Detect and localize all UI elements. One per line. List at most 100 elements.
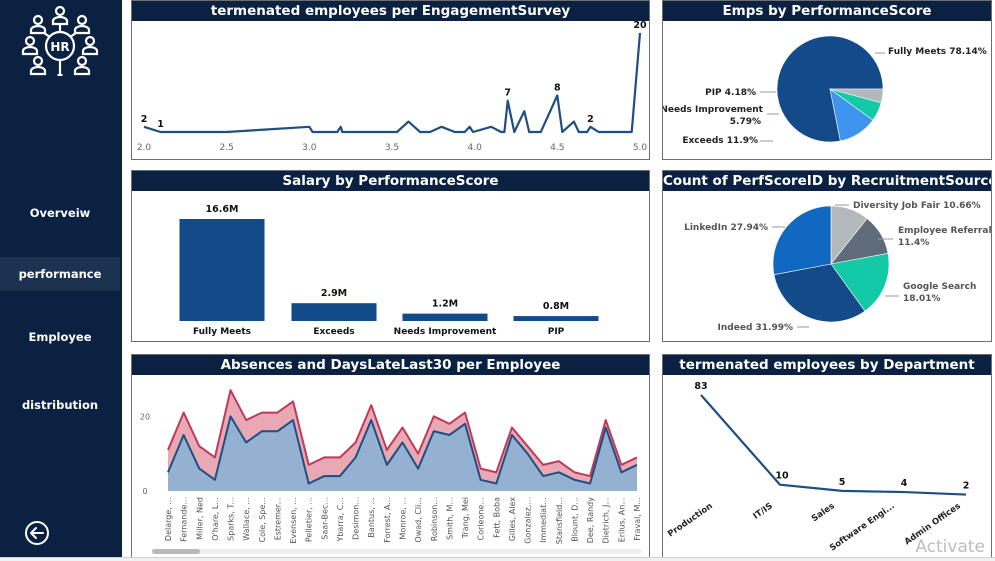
x-category-label: Software Engi...: [828, 501, 897, 553]
data-label: 20: [633, 21, 647, 31]
y-tick-label: 20: [140, 412, 150, 421]
x-category-label: Evensen, ...: [289, 497, 298, 544]
x-tick-label: 2.0: [137, 143, 152, 153]
recruit-pie-slice: [772, 205, 832, 276]
x-category-label: Production: [666, 501, 715, 539]
x-category-label: Blount, D...: [570, 497, 579, 542]
pie-data-label: Indeed 31.99%: [718, 323, 793, 333]
data-label: 2: [141, 114, 148, 125]
x-category-label: Fraval, M...: [633, 497, 642, 541]
x-category-label: Robinson...: [430, 497, 439, 541]
pie-label-line: LinkedIn 27.94%: [684, 223, 768, 233]
x-category-label: Dietrich, J...: [602, 497, 611, 544]
x-category-label: Dee, Randy: [586, 497, 595, 544]
salary-bar: [513, 316, 599, 321]
perf-pie-title: Emps by PerformanceScore: [663, 1, 991, 21]
perf-pie-panel: Emps by PerformanceScore Fully Meets 78.…: [662, 0, 992, 160]
back-arrow-circle-icon[interactable]: [24, 520, 50, 546]
dept-series-line: [700, 394, 967, 496]
x-category-label: Corleone...: [477, 497, 486, 540]
perf-pie-slice: [829, 88, 884, 104]
recruit-pie-panel: Count of PerfScoreID by RecruitmentSourc…: [662, 170, 992, 342]
nav-performance[interactable]: performance: [0, 257, 120, 291]
dayslate-series-line: [167, 389, 638, 478]
x-category-label: Wallace, ...: [242, 497, 251, 541]
data-label: 5: [839, 477, 846, 488]
pie-data-label: PIP 4.18%: [705, 88, 756, 98]
pie-data-label: LinkedIn 27.94%: [684, 223, 768, 233]
absences-area-panel: Absences and DaysLateLast30 per Employee…: [131, 354, 650, 558]
x-tick-label: 5.0: [633, 143, 648, 153]
recruit-pie-slice: [773, 263, 866, 323]
nav-distribution[interactable]: distribution: [21, 398, 99, 412]
x-category-label: Sparks, T...: [227, 497, 236, 541]
x-category-label: Forrest, A...: [383, 497, 392, 543]
dept-line-panel: termenated employees by Department 83 10 5…: [662, 354, 992, 558]
dept-line-title: termenated employees by Department: [663, 355, 991, 375]
pie-label-line: 5.79%: [730, 117, 761, 127]
x-category-label: Fett, Boba: [492, 497, 501, 538]
x-category-label: Cole, Spe...: [258, 497, 267, 542]
sidebar: HR Overveiw performance Employee distrib…: [0, 0, 122, 557]
activate-watermark: Activate: [915, 537, 985, 557]
x-category-label: Delarge, ...: [164, 497, 173, 541]
x-tick-label: 3.5: [385, 143, 399, 153]
x-category-label: Desimon...: [352, 497, 361, 540]
x-category-label: Monroe, ...: [399, 497, 408, 540]
data-label: 83: [694, 381, 707, 392]
hr-logo-icon: HR: [20, 2, 100, 80]
nav-overview[interactable]: Overveiw: [29, 206, 91, 220]
bar-category-label: PIP: [548, 327, 565, 337]
nav-employee[interactable]: Employee: [28, 330, 92, 344]
data-label: 8: [554, 83, 561, 94]
salary-bar-chart: 16.6M Fully Meets 2.9M Exceeds 1.2M Needs Imp…: [179, 204, 599, 337]
x-category-label: Saar-Bec...: [320, 497, 329, 540]
data-label: 4: [901, 478, 908, 489]
data-label: 1: [157, 119, 164, 130]
salary-bar-panel: Salary by PerformanceScore 16.6M Fully Me…: [131, 170, 650, 342]
pie-label-line: 11.4%: [898, 238, 929, 248]
absences-area-title: Absences and DaysLateLast30 per Employee: [132, 355, 649, 375]
pie-data-label: Google Search 18.01%: [903, 282, 976, 304]
x-category-label: Stansfield...: [555, 497, 564, 544]
bar-value-label: 0.8M: [543, 301, 569, 312]
data-label: 7: [504, 88, 511, 99]
y-tick-label: 0: [142, 487, 147, 496]
recruit-pie-chart: Diversity Job Fair 10.66% Employee Referr…: [684, 201, 991, 333]
x-category-label: IT/IS: [751, 501, 774, 521]
logo-text: HR: [50, 40, 69, 54]
salary-bar: [291, 303, 377, 321]
recruit-pie-title: Count of PerfScoreID by RecruitmentSourc…: [663, 171, 991, 191]
engagement-chart-title: termenated employees per EngagementSurve…: [132, 1, 649, 21]
x-category-label: Gonzalez,...: [524, 497, 533, 544]
bar-value-label: 1.2M: [432, 299, 458, 310]
x-category-label: Gilles, Alex: [508, 497, 517, 542]
bottom-page-strip: [0, 557, 995, 561]
x-category-label: Immediat...: [539, 497, 548, 543]
bar-category-label: Fully Meets: [193, 327, 251, 337]
perf-pie-chart: Fully Meets 78.14% Exceeds 11.9% Needs Imp…: [663, 35, 987, 146]
x-category-label: Owad, Cli...: [414, 497, 423, 543]
x-tick-label: 4.5: [550, 143, 564, 153]
pie-data-label: Needs Improvement 5.79%: [663, 105, 764, 127]
x-category-label: Erilus, An...: [617, 497, 626, 542]
bar-value-label: 2.9M: [321, 288, 347, 299]
scrollbar-thumb[interactable]: [152, 549, 200, 554]
salary-bar: [179, 219, 265, 321]
pie-label-line: Google Search: [903, 282, 976, 292]
x-category-label: O'hare, L...: [211, 497, 220, 541]
data-label: 2: [587, 114, 594, 125]
pie-data-label: Employee Referral 11.4%: [898, 226, 991, 248]
x-tick-label: 2.5: [220, 143, 234, 153]
absences-series-line: [167, 415, 638, 485]
horizontal-scrollbar[interactable]: [152, 549, 642, 554]
x-category-label: Fernande...: [180, 497, 189, 542]
pie-label-line: Needs Improvement: [663, 105, 764, 115]
pie-data-label: Exceeds 11.9%: [682, 136, 758, 146]
engagement-series-line: [143, 32, 642, 134]
bar-category-label: Exceeds: [313, 327, 354, 337]
pie-label-line: Indeed 31.99%: [718, 323, 793, 333]
x-tick-label: 4.0: [468, 143, 483, 153]
bar-value-label: 16.6M: [206, 204, 239, 215]
